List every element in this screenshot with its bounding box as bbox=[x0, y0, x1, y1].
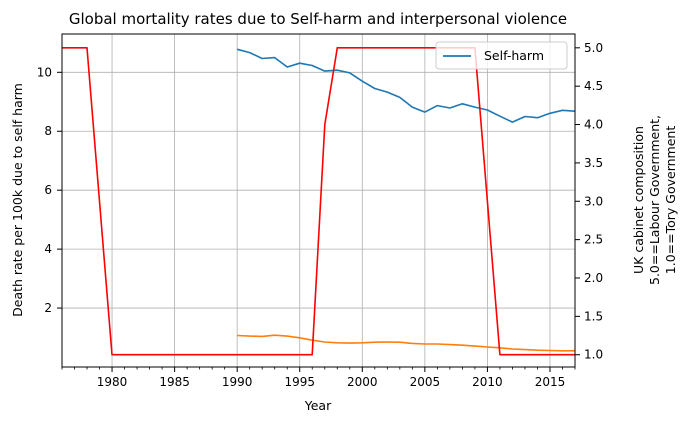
chart-title: Global mortality rates due to Self-harm … bbox=[69, 10, 567, 28]
series-line-unnamed-1 bbox=[237, 334, 575, 352]
series-layer bbox=[62, 46, 576, 356]
x-gridlines bbox=[111, 34, 551, 367]
series-line-unnamed-2 bbox=[62, 46, 575, 356]
y-left-tick-label: 6 bbox=[44, 183, 52, 197]
y-axis-right-label-line-3: 1.0==Tory Government bbox=[663, 126, 678, 275]
y-left-tick-label: 4 bbox=[44, 242, 52, 256]
y-right-tick-label: 1.5 bbox=[584, 309, 603, 323]
y-left-tick-label: 8 bbox=[44, 124, 52, 138]
y-right-tick-label: 2.0 bbox=[584, 271, 603, 285]
y-left-tick-label: 2 bbox=[44, 301, 52, 315]
y-right-tick-label: 4.5 bbox=[584, 79, 603, 93]
plot-frame bbox=[61, 33, 576, 368]
y-right-tick-label: 2.5 bbox=[584, 233, 603, 247]
x-axis-label: Year bbox=[304, 398, 332, 413]
x-tick-label: 2005 bbox=[410, 375, 441, 389]
series-line-self-harm bbox=[236, 48, 576, 123]
x-tick-label: 1990 bbox=[222, 375, 253, 389]
y-right-tick-label: 3.0 bbox=[584, 194, 603, 208]
y-axis-right-label-line-2: 5.0==Labour Government, bbox=[647, 115, 662, 285]
y-right-tick-label: 3.5 bbox=[584, 156, 603, 170]
x-tick-label: 2010 bbox=[472, 375, 503, 389]
x-tick-label: 1980 bbox=[97, 375, 128, 389]
legend: Self-harm bbox=[435, 41, 568, 70]
y-axis-left-label: Death rate per 100k due to self harm bbox=[10, 83, 25, 317]
x-tick-label: 2015 bbox=[535, 375, 566, 389]
x-axis: 1980 1985 1990 1995 2000 2005 2010 2015 bbox=[61, 367, 576, 389]
y-axis-right: 1.0 1.5 2.0 2.5 3.0 3.5 4.0 4.5 5.0 bbox=[575, 41, 603, 362]
y-axis-right-label-line-1: UK cabinet composition bbox=[631, 126, 646, 274]
x-tick-label: 1985 bbox=[159, 375, 190, 389]
y-left-tick-label: 10 bbox=[37, 65, 52, 79]
x-tick-label: 1995 bbox=[284, 375, 315, 389]
y-gridlines bbox=[62, 71, 575, 309]
y-right-tick-label: 4.0 bbox=[584, 118, 603, 132]
y-right-tick-label: 5.0 bbox=[584, 41, 603, 55]
legend-box bbox=[435, 41, 568, 70]
legend-label-self-harm: Self-harm bbox=[484, 48, 544, 63]
x-tick-label: 2000 bbox=[347, 375, 378, 389]
y-axis-left: 2 4 6 8 10 bbox=[37, 65, 62, 315]
y-right-tick-label: 1.0 bbox=[584, 348, 603, 362]
